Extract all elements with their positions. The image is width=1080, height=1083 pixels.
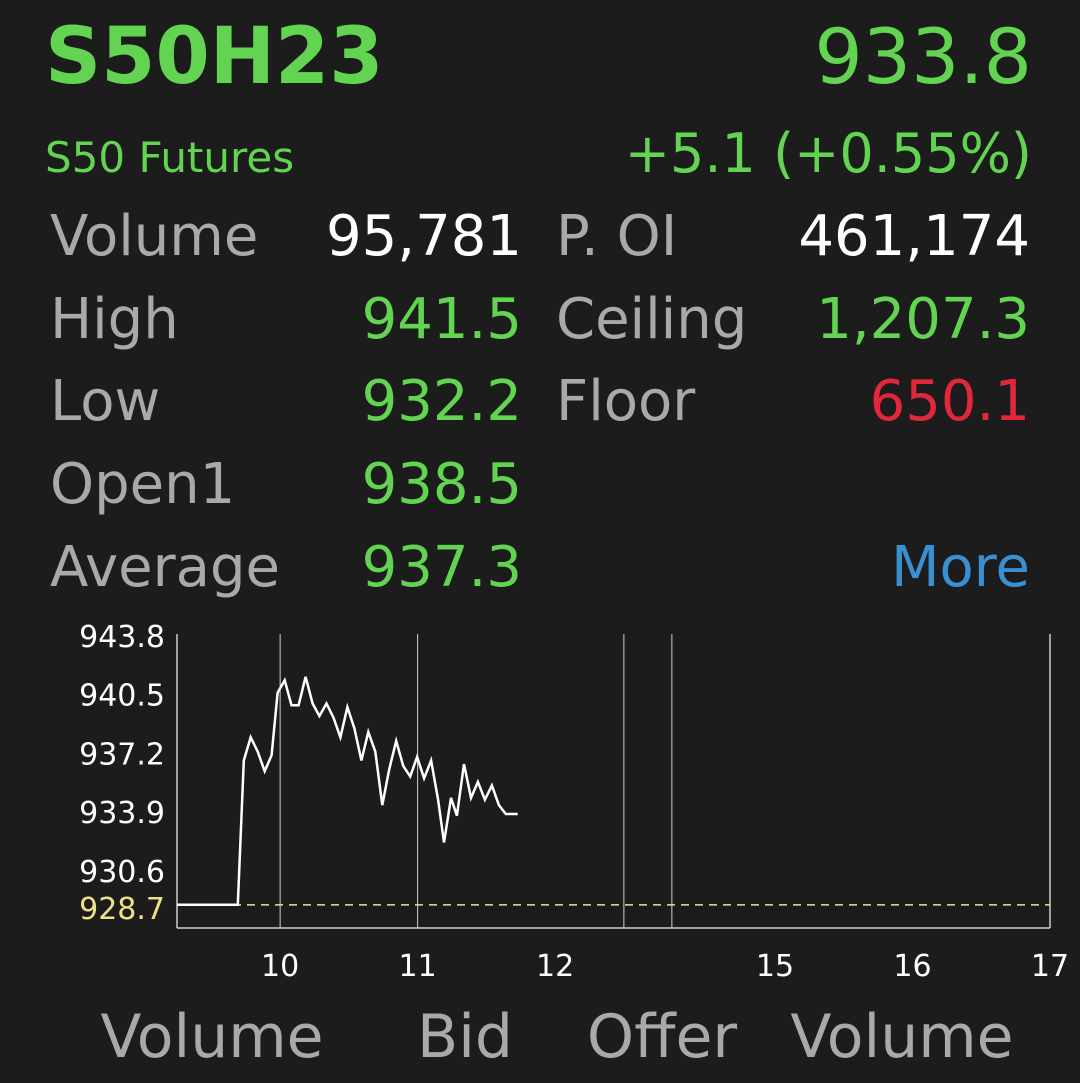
reference-label: 928.7: [79, 892, 165, 927]
stat-value: 1,207.3: [816, 287, 1030, 352]
instrument-name: S50 Futures: [45, 133, 294, 182]
stat-value: 932.2: [362, 369, 522, 434]
stat-value: 938.5: [362, 452, 522, 517]
stat-value: 937.3: [362, 535, 522, 600]
x-tick-label: 17: [1031, 949, 1069, 984]
symbol: S50H23: [45, 12, 384, 102]
stat-value: 95,781: [326, 204, 522, 269]
stat-value: 461,174: [798, 204, 1030, 269]
stat-label: Floor: [556, 369, 696, 434]
column-header[interactable]: Volume: [790, 1002, 1013, 1072]
x-tick-label: 16: [893, 949, 931, 984]
y-tick-label: 943.8: [79, 620, 165, 655]
stat-value: 650.1: [870, 369, 1030, 434]
stat-label: Average: [50, 535, 280, 600]
chart: 943.8 940.5 937.2 933.9 930.6 10 11 12 15 16 17 928…: [79, 620, 1069, 984]
column-header[interactable]: Bid: [417, 1002, 513, 1072]
y-tick-label: 930.6: [79, 855, 165, 890]
x-tick-label: 10: [261, 949, 299, 984]
stat-label: Ceiling: [556, 287, 747, 352]
column-header[interactable]: Volume: [100, 1002, 323, 1072]
price: 933.8: [814, 12, 1032, 101]
more-link[interactable]: More: [891, 535, 1030, 600]
price-change: +5.1 (+0.55%): [625, 122, 1032, 185]
stat-value: 941.5: [362, 287, 522, 352]
stat-label: P. OI: [556, 204, 677, 269]
x-tick-label: 12: [536, 949, 574, 984]
stat-label: Volume: [50, 204, 258, 269]
price-line: [177, 676, 518, 907]
x-tick-label: 11: [399, 949, 437, 984]
y-tick-label: 940.5: [79, 679, 165, 714]
stat-label: High: [50, 287, 179, 352]
y-tick-label: 933.9: [79, 796, 165, 831]
stat-label: Low: [50, 369, 160, 434]
column-header[interactable]: Offer: [587, 1002, 737, 1072]
stat-label: Open1: [50, 452, 235, 517]
x-tick-label: 15: [756, 949, 794, 984]
y-tick-label: 937.2: [79, 737, 165, 772]
